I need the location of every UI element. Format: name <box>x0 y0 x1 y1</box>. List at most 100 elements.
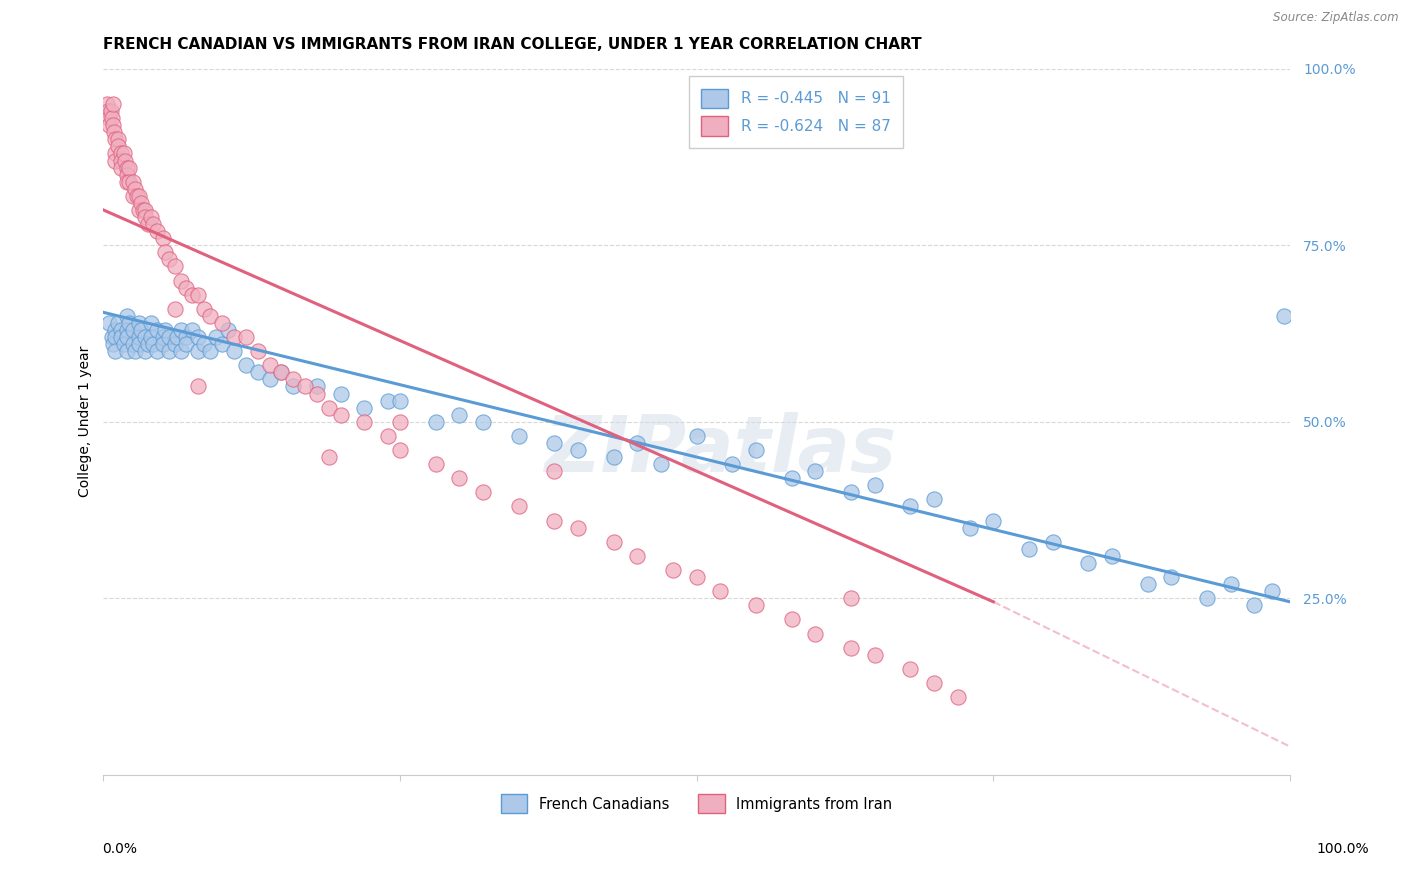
Point <box>169 344 191 359</box>
Point <box>449 408 471 422</box>
Point <box>169 323 191 337</box>
Point <box>721 457 744 471</box>
Point <box>139 330 162 344</box>
Point <box>110 330 132 344</box>
Point <box>115 323 138 337</box>
Point <box>543 436 565 450</box>
Point <box>983 514 1005 528</box>
Point <box>101 97 124 112</box>
Point <box>131 202 153 217</box>
Point <box>122 189 145 203</box>
Point <box>134 330 156 344</box>
Point <box>377 393 399 408</box>
Point <box>1219 577 1241 591</box>
Point <box>839 591 862 606</box>
Point <box>222 344 245 359</box>
Point <box>128 189 150 203</box>
Point <box>472 415 495 429</box>
Point <box>104 330 127 344</box>
Point <box>193 301 215 316</box>
Point <box>709 584 731 599</box>
Point <box>686 429 709 443</box>
Point <box>508 500 530 514</box>
Point <box>353 401 375 415</box>
Point <box>163 260 186 274</box>
Point <box>377 429 399 443</box>
Point <box>107 132 129 146</box>
Point <box>152 231 174 245</box>
Point <box>602 534 624 549</box>
Point <box>128 202 150 217</box>
Point <box>134 202 156 217</box>
Point <box>176 330 198 344</box>
Point <box>959 521 981 535</box>
Point <box>157 330 180 344</box>
Point <box>686 570 709 584</box>
Point <box>110 146 132 161</box>
Point <box>134 344 156 359</box>
Text: FRENCH CANADIAN VS IMMIGRANTS FROM IRAN COLLEGE, UNDER 1 YEAR CORRELATION CHART: FRENCH CANADIAN VS IMMIGRANTS FROM IRAN … <box>104 37 922 53</box>
Point <box>103 125 125 139</box>
Point <box>146 224 169 238</box>
Point <box>176 280 198 294</box>
Point <box>115 168 138 182</box>
Point <box>662 563 685 577</box>
Point <box>118 175 141 189</box>
Text: 100.0%: 100.0% <box>1316 842 1369 856</box>
Point <box>329 386 352 401</box>
Point <box>839 640 862 655</box>
Point <box>246 365 269 379</box>
Point <box>101 337 124 351</box>
Point <box>181 287 204 301</box>
Point <box>1136 577 1159 591</box>
Point <box>211 337 233 351</box>
Point <box>124 344 146 359</box>
Point <box>1018 541 1040 556</box>
Point <box>118 161 141 175</box>
Point <box>115 344 138 359</box>
Point <box>305 386 328 401</box>
Point <box>124 182 146 196</box>
Point <box>153 323 176 337</box>
Point <box>122 323 145 337</box>
Point <box>104 146 127 161</box>
Point <box>100 104 122 119</box>
Point <box>139 316 162 330</box>
Point <box>138 217 160 231</box>
Point <box>1272 309 1295 323</box>
Point <box>98 118 121 132</box>
Point <box>146 323 169 337</box>
Point <box>626 549 648 563</box>
Point <box>134 210 156 224</box>
Point <box>110 161 132 175</box>
Point <box>125 189 148 203</box>
Point <box>118 316 141 330</box>
Point <box>181 323 204 337</box>
Point <box>626 436 648 450</box>
Point <box>211 316 233 330</box>
Point <box>115 175 138 189</box>
Text: Source: ZipAtlas.com: Source: ZipAtlas.com <box>1274 11 1399 24</box>
Point <box>193 337 215 351</box>
Point <box>115 161 138 175</box>
Point <box>101 118 124 132</box>
Point <box>650 457 672 471</box>
Point <box>166 330 188 344</box>
Point <box>222 330 245 344</box>
Point <box>318 450 340 464</box>
Point <box>128 337 150 351</box>
Point <box>1042 534 1064 549</box>
Point <box>235 359 257 373</box>
Point <box>270 365 292 379</box>
Point <box>389 415 412 429</box>
Point <box>169 274 191 288</box>
Point <box>96 97 118 112</box>
Point <box>508 429 530 443</box>
Text: ZIPatlas: ZIPatlas <box>544 412 897 488</box>
Point <box>146 344 169 359</box>
Point <box>543 464 565 478</box>
Point <box>472 485 495 500</box>
Point <box>114 153 136 168</box>
Point <box>543 514 565 528</box>
Point <box>128 330 150 344</box>
